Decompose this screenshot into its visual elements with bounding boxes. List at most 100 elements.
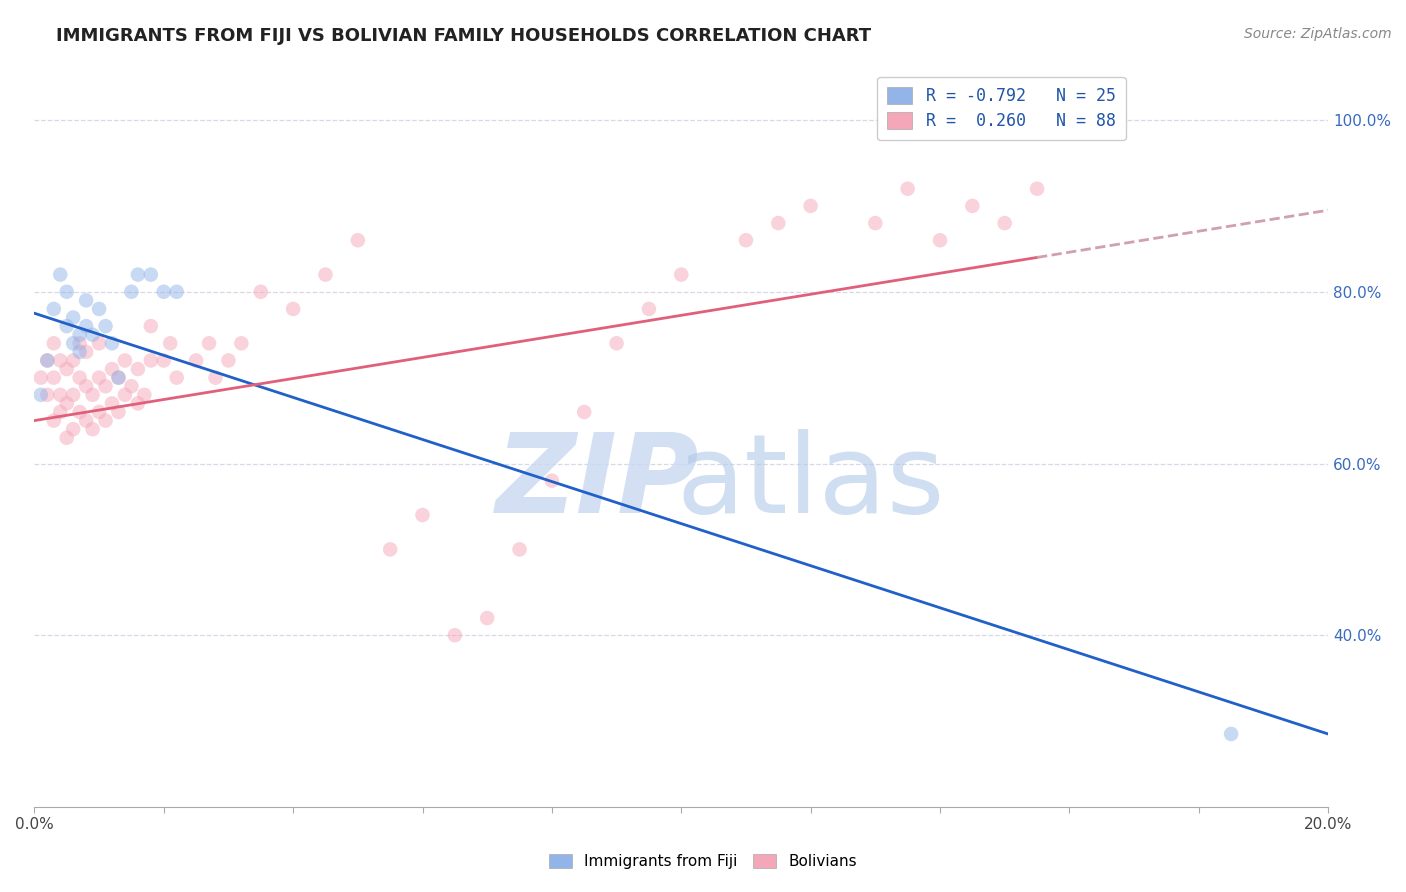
Point bbox=[800, 199, 823, 213]
Point bbox=[159, 336, 181, 351]
Point bbox=[101, 362, 124, 376]
Point bbox=[412, 508, 434, 522]
Point bbox=[69, 344, 91, 359]
Point bbox=[114, 388, 136, 402]
Point bbox=[606, 336, 628, 351]
Point bbox=[166, 285, 188, 299]
Point bbox=[166, 370, 188, 384]
Point bbox=[75, 319, 97, 334]
Point bbox=[994, 216, 1017, 230]
Point bbox=[62, 336, 84, 351]
Point bbox=[962, 199, 984, 213]
Point bbox=[49, 268, 72, 282]
Point bbox=[378, 542, 401, 557]
Point bbox=[55, 285, 77, 299]
Point bbox=[101, 396, 124, 410]
Point bbox=[87, 405, 110, 419]
Point bbox=[87, 301, 110, 316]
Point bbox=[231, 336, 253, 351]
Point bbox=[509, 542, 531, 557]
Point bbox=[82, 388, 104, 402]
Point bbox=[62, 422, 84, 436]
Point bbox=[134, 388, 156, 402]
Point bbox=[120, 379, 142, 393]
Point bbox=[49, 353, 72, 368]
Point bbox=[30, 370, 52, 384]
Point bbox=[114, 353, 136, 368]
Point bbox=[62, 310, 84, 325]
Point bbox=[69, 405, 91, 419]
Point bbox=[75, 344, 97, 359]
Point bbox=[184, 353, 207, 368]
Point bbox=[42, 414, 65, 428]
Point bbox=[75, 414, 97, 428]
Legend: R = -0.792   N = 25, R =  0.260   N = 88: R = -0.792 N = 25, R = 0.260 N = 88 bbox=[877, 77, 1126, 140]
Point bbox=[94, 414, 117, 428]
Point bbox=[152, 285, 174, 299]
Point bbox=[42, 336, 65, 351]
Point bbox=[139, 319, 162, 334]
Point bbox=[49, 388, 72, 402]
Point bbox=[55, 362, 77, 376]
Point bbox=[75, 293, 97, 308]
Point bbox=[42, 301, 65, 316]
Point bbox=[198, 336, 221, 351]
Point bbox=[69, 336, 91, 351]
Point bbox=[55, 431, 77, 445]
Point bbox=[1220, 727, 1243, 741]
Point bbox=[87, 370, 110, 384]
Point bbox=[897, 182, 920, 196]
Point bbox=[69, 327, 91, 342]
Point bbox=[929, 233, 952, 247]
Point bbox=[574, 405, 596, 419]
Point bbox=[346, 233, 368, 247]
Point bbox=[75, 379, 97, 393]
Point bbox=[638, 301, 661, 316]
Point bbox=[107, 370, 129, 384]
Point bbox=[671, 268, 693, 282]
Text: Source: ZipAtlas.com: Source: ZipAtlas.com bbox=[1244, 27, 1392, 41]
Point bbox=[55, 319, 77, 334]
Point bbox=[82, 327, 104, 342]
Point bbox=[101, 336, 124, 351]
Point bbox=[37, 353, 59, 368]
Point bbox=[444, 628, 467, 642]
Point bbox=[865, 216, 887, 230]
Point bbox=[42, 370, 65, 384]
Point bbox=[49, 405, 72, 419]
Point bbox=[94, 379, 117, 393]
Point bbox=[127, 362, 149, 376]
Point bbox=[120, 285, 142, 299]
Point bbox=[69, 370, 91, 384]
Point bbox=[477, 611, 499, 625]
Text: atlas: atlas bbox=[676, 428, 945, 535]
Point bbox=[82, 422, 104, 436]
Text: ZIP: ZIP bbox=[495, 428, 699, 535]
Point bbox=[735, 233, 758, 247]
Point bbox=[107, 370, 129, 384]
Point bbox=[139, 353, 162, 368]
Point bbox=[30, 388, 52, 402]
Point bbox=[87, 336, 110, 351]
Point bbox=[1026, 182, 1049, 196]
Legend: Immigrants from Fiji, Bolivians: Immigrants from Fiji, Bolivians bbox=[543, 848, 863, 875]
Point bbox=[217, 353, 239, 368]
Point bbox=[37, 388, 59, 402]
Point bbox=[314, 268, 336, 282]
Point bbox=[281, 301, 304, 316]
Point bbox=[127, 268, 149, 282]
Text: IMMIGRANTS FROM FIJI VS BOLIVIAN FAMILY HOUSEHOLDS CORRELATION CHART: IMMIGRANTS FROM FIJI VS BOLIVIAN FAMILY … bbox=[56, 27, 872, 45]
Point bbox=[62, 388, 84, 402]
Point bbox=[107, 405, 129, 419]
Point bbox=[204, 370, 226, 384]
Point bbox=[55, 396, 77, 410]
Point bbox=[62, 353, 84, 368]
Point bbox=[94, 319, 117, 334]
Point bbox=[139, 268, 162, 282]
Point bbox=[37, 353, 59, 368]
Point bbox=[541, 474, 564, 488]
Point bbox=[152, 353, 174, 368]
Point bbox=[127, 396, 149, 410]
Point bbox=[768, 216, 790, 230]
Point bbox=[249, 285, 271, 299]
